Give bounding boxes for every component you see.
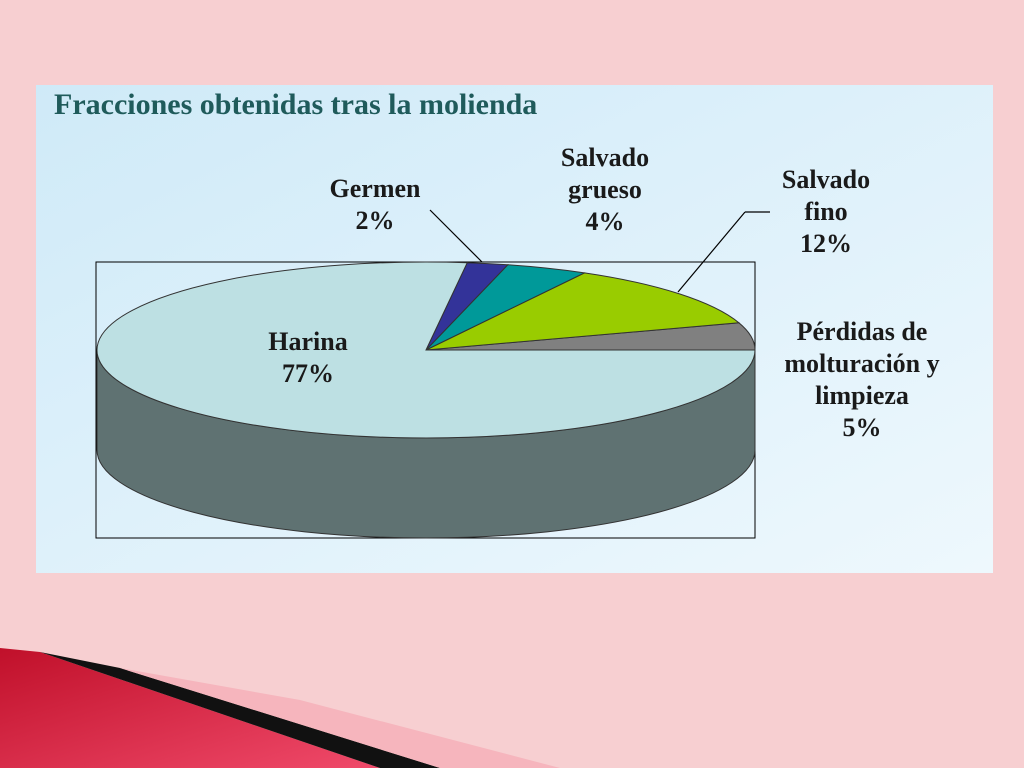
leader-line xyxy=(429,209,483,263)
pie xyxy=(96,261,756,539)
decoration xyxy=(0,648,380,768)
decoration xyxy=(120,668,560,768)
category-label: Salvado grueso xyxy=(560,143,650,204)
pie-slice xyxy=(96,261,756,439)
value-label: 12% xyxy=(800,229,852,258)
category-label: Salvado fino xyxy=(781,165,871,226)
value-label: 77% xyxy=(282,359,334,388)
slice-label: Pérdidas de molturación y limpieza 5% xyxy=(777,316,947,444)
category-label: Harina xyxy=(268,327,348,356)
slice-label: Salvado fino 12% xyxy=(766,164,886,260)
slice-label: Salvado grueso 4% xyxy=(545,142,665,238)
value-label: 4% xyxy=(585,207,625,236)
category-label: Germen xyxy=(329,174,421,203)
value-label: 5% xyxy=(842,413,882,442)
pie-slice xyxy=(425,272,741,351)
category-label: Pérdidas de molturación y limpieza xyxy=(784,317,940,410)
value-label: 2% xyxy=(355,206,395,235)
leader-line xyxy=(677,211,746,293)
chart-title: Fracciones obtenidas tras la molienda xyxy=(54,88,538,121)
decoration xyxy=(40,652,440,768)
slice-label: Germen 2% xyxy=(310,173,440,237)
slice-label: Harina 77% xyxy=(243,326,373,390)
